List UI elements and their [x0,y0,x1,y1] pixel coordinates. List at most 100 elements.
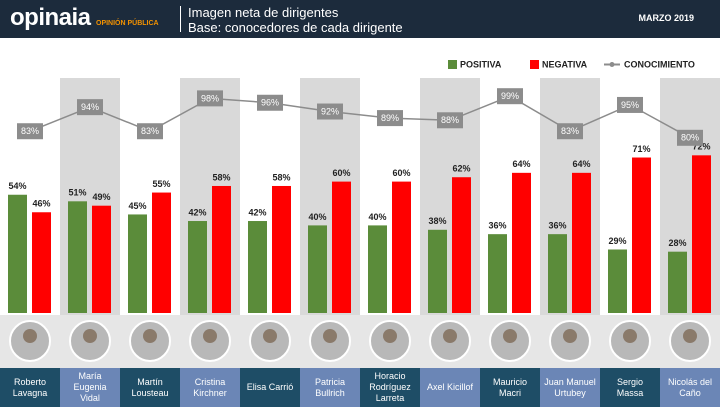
data-label: 40% [368,212,386,222]
data-label: 60% [392,168,410,178]
bar [452,177,471,313]
photo-head [443,329,457,343]
category-label: Axel Kicillof [420,368,480,407]
legend-label: POSITIVA [460,59,502,69]
data-label: 72% [692,142,710,152]
legend-swatch [530,60,539,69]
category-label: Mauricio Macri [480,368,540,407]
data-label: 29% [608,236,626,246]
bar [332,181,351,313]
data-label: 58% [212,172,230,182]
line-label-box [377,110,403,127]
bar [632,157,651,313]
line-label-box [137,123,163,140]
data-label: 42% [248,207,266,217]
bar [68,201,87,313]
photo-head [383,329,397,343]
line-label: 83% [141,126,159,136]
data-label: 36% [488,221,506,231]
chart-title: Imagen neta de dirigentes [188,5,339,20]
bar [32,212,51,313]
line-label-box [257,94,283,111]
line-label: 98% [201,93,219,103]
line-label: 83% [561,126,579,136]
line-label-box [617,96,643,113]
data-label: 60% [332,168,350,178]
line-label: 88% [441,115,459,125]
category-label: María Eugenia Vidal [60,368,120,407]
bar [308,225,327,313]
date: MARZO 2019 [638,13,694,23]
data-label: 51% [68,188,86,198]
line-label: 94% [81,102,99,112]
category-label: Elisa Carrió [240,368,300,407]
photo-head [683,329,697,343]
legend-label: NEGATIVA [542,59,588,69]
data-label: 54% [8,181,26,191]
line-label: 99% [501,91,519,101]
photo-head [503,329,517,343]
photo-head [563,329,577,343]
data-label: 42% [188,207,206,217]
legend-label: CONOCIMIENTO [624,59,695,69]
data-label: 62% [452,164,470,174]
photo-head [23,329,37,343]
data-label: 46% [32,199,50,209]
line-label: 92% [321,106,339,116]
line-label-box [197,90,223,107]
data-label: 71% [632,144,650,154]
chart-subtitle: Base: conocedores de cada dirigente [188,20,403,35]
legend-swatch [448,60,457,69]
data-label: 55% [152,179,170,189]
bar [692,155,711,313]
bar [548,234,567,313]
data-label: 40% [308,212,326,222]
line-label-box [437,112,463,129]
category-label: Patricia Bullrich [300,368,360,407]
line-label-box [497,88,523,105]
category-label: Juan Manuel Urtubey [540,368,600,407]
bar [488,234,507,313]
photo-head [83,329,97,343]
bar [92,205,111,313]
data-label: 36% [548,221,566,231]
line-label: 95% [621,100,639,110]
bar [668,251,687,313]
data-label: 58% [272,172,290,182]
line-label: 83% [21,126,39,136]
photo-head [143,329,157,343]
category-label: Horacio Rodríguez Larreta [360,368,420,407]
logo: opinaia [10,4,91,31]
data-label: 64% [572,159,590,169]
logo-subtitle: OPINIÓN PÚBLICA [96,20,159,27]
bar [272,185,291,313]
line-label-box [317,103,343,120]
data-label: 49% [92,192,110,202]
line-label: 96% [261,98,279,108]
legend-marker [609,62,615,67]
bar [152,192,171,313]
photo-head [323,329,337,343]
category-label: Sergio Massa [600,368,660,407]
line-label: 80% [681,133,699,143]
bar [512,172,531,313]
line-label: 89% [381,113,399,123]
category-label: Roberto Lavagna [0,368,60,407]
data-label: 38% [428,216,446,226]
photo-head [623,329,637,343]
line-label-box [17,123,43,140]
bar [8,194,27,313]
bar [608,249,627,313]
photo-head [263,329,277,343]
bar [572,172,591,313]
bar [188,221,207,313]
line-label-box [557,123,583,140]
bar [368,225,387,313]
bar [248,221,267,313]
category-label: Martín Lousteau [120,368,180,407]
bar [128,214,147,313]
data-label: 45% [128,201,146,211]
bar [428,229,447,313]
